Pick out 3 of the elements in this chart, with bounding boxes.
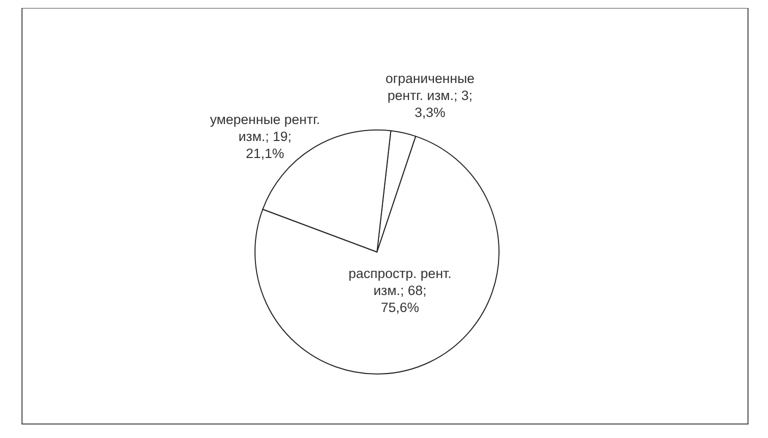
slice-label: умеренные рентг. изм.; 19; 21,1%	[210, 112, 320, 161]
slice-label: распростр. рент. изм.; 68; 75,6%	[348, 266, 452, 315]
slice-label: ограниченные рентг. изм.; 3; 3,3%	[385, 71, 475, 120]
